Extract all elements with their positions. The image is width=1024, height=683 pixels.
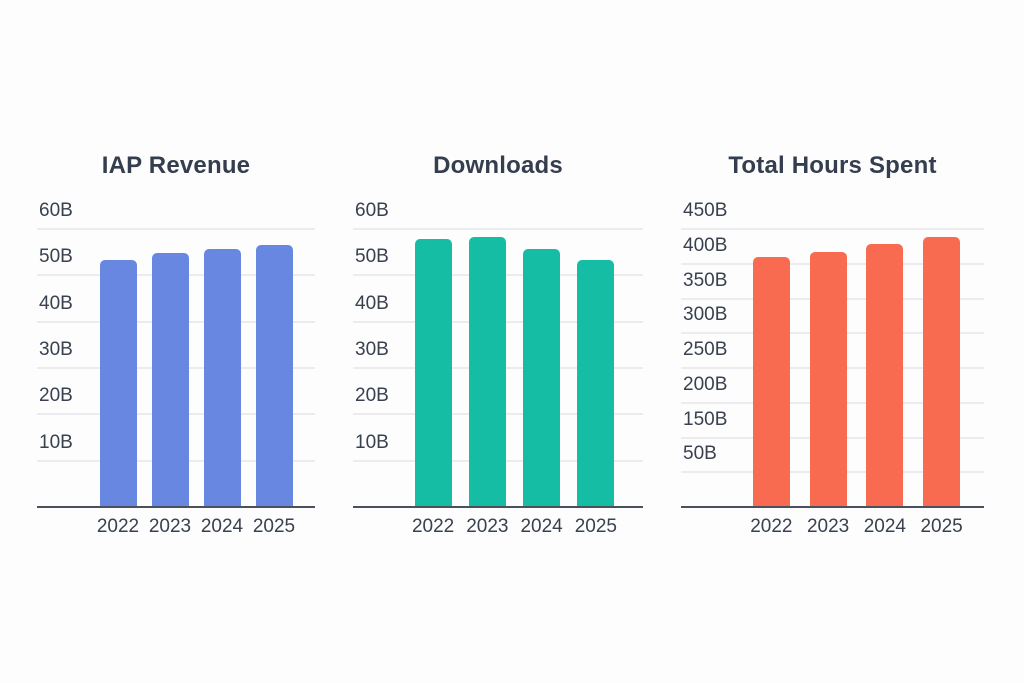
y-axis-tick-label: 30B: [39, 339, 73, 360]
y-axis-tick-label: 400B: [683, 235, 728, 256]
x-axis-label: 2024: [200, 516, 244, 537]
bar-2025: [923, 237, 961, 506]
y-axis-tick-label: 250B: [683, 339, 728, 360]
x-axis-label: 2023: [148, 516, 192, 537]
x-axis-label: 2023: [466, 516, 509, 537]
x-axis-label: 2022: [411, 516, 455, 537]
y-axis-tick-label: 350B: [683, 270, 728, 291]
x-axis-label: 2022: [96, 516, 140, 537]
y-axis-tick-label: 150B: [683, 409, 728, 430]
y-axis-tick-label: 300B: [683, 304, 728, 325]
x-axis-line: [37, 506, 315, 508]
y-axis-tick-label: 50B: [355, 246, 389, 267]
x-axis-label: 2023: [806, 516, 850, 537]
y-axis-tick-label: 60B: [39, 200, 73, 221]
gridline: [37, 228, 315, 230]
bars: [406, 228, 623, 506]
bar-2025: [255, 245, 293, 506]
chart-iap-revenue: IAP Revenue 60B 50B 40B 30B 20B 10B 2022 2023 2…: [37, 152, 315, 562]
chart-total-hours-spent: Total Hours Spent 450B 400B 350B 300B 250B 20…: [681, 152, 984, 562]
bar-2023: [151, 253, 189, 506]
chart-title: IAP Revenue: [101, 152, 251, 179]
x-axis-line: [681, 506, 984, 508]
y-axis-tick-label: 40B: [355, 293, 389, 314]
x-axis-label: 2024: [863, 516, 907, 537]
plot-area: 450B 400B 350B 300B 250B 200B 150B 50B: [681, 200, 984, 508]
bar-2022: [99, 260, 137, 506]
bars: [743, 228, 970, 506]
y-axis-tick-label: 40B: [39, 293, 73, 314]
charts-row: IAP Revenue 60B 50B 40B 30B 20B 10B 2022 2023 2…: [37, 152, 984, 562]
bar-2024: [203, 249, 241, 506]
y-axis-tick-label: 50B: [683, 443, 717, 464]
bar-2025: [577, 260, 615, 506]
x-axis: 2022 2023 2024 2025: [743, 516, 970, 538]
y-axis-tick-label: 20B: [39, 385, 73, 406]
y-axis-tick-label: 30B: [355, 339, 389, 360]
plot-area: 60B 50B 40B 30B 20B 10B: [37, 200, 315, 508]
y-axis-tick-label: 450B: [683, 200, 728, 221]
bars: [92, 228, 300, 506]
chart-title: Total Hours Spent: [728, 152, 937, 179]
plot-area: 60B 50B 40B 30B 20B 10B: [353, 200, 643, 508]
x-axis: 2022 2023 2024 2025: [406, 516, 623, 538]
y-axis-tick-label: 10B: [355, 432, 389, 453]
x-axis: 2022 2023 2024 2025: [92, 516, 300, 538]
x-axis-label: 2022: [750, 516, 793, 537]
bar-2024: [866, 244, 904, 506]
gridline: [681, 228, 984, 230]
x-axis-label: 2025: [920, 516, 963, 537]
x-axis-line: [353, 506, 643, 508]
gridline: [353, 228, 643, 230]
bar-2022: [752, 257, 790, 506]
bar-2023: [809, 252, 847, 506]
y-axis-tick-label: 200B: [683, 374, 728, 395]
chart-downloads: Downloads 60B 50B 40B 30B 20B 10B 2022 2023 202…: [353, 152, 643, 562]
x-axis-label: 2024: [520, 516, 563, 537]
y-axis-tick-label: 20B: [355, 385, 389, 406]
chart-title: Downloads: [433, 152, 563, 179]
bar-2024: [523, 249, 561, 506]
x-axis-label: 2025: [574, 516, 618, 537]
y-axis-tick-label: 60B: [355, 200, 389, 221]
y-axis-tick-label: 50B: [39, 246, 73, 267]
y-axis-tick-label: 10B: [39, 432, 73, 453]
bar-2022: [414, 239, 452, 506]
x-axis-label: 2025: [252, 516, 296, 537]
bar-2023: [468, 237, 506, 506]
